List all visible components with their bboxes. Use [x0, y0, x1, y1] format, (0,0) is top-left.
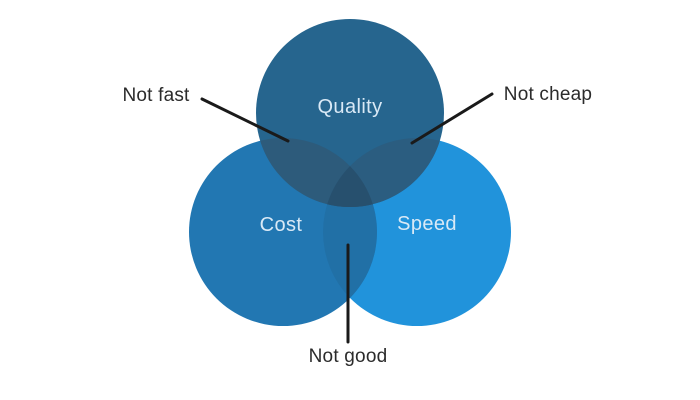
- not-cheap-pointer-line: [410, 92, 494, 145]
- center-overlap: [327, 166, 373, 208]
- quality-label: Quality: [317, 96, 382, 118]
- not-fast-label: Not fast: [122, 85, 190, 106]
- not-fast-pointer-line: [200, 97, 290, 143]
- not-cheap-label: Not cheap: [504, 84, 592, 105]
- speed-label: Speed: [397, 213, 457, 235]
- cost-label: Cost: [260, 214, 303, 236]
- not-good-label: Not good: [309, 346, 388, 367]
